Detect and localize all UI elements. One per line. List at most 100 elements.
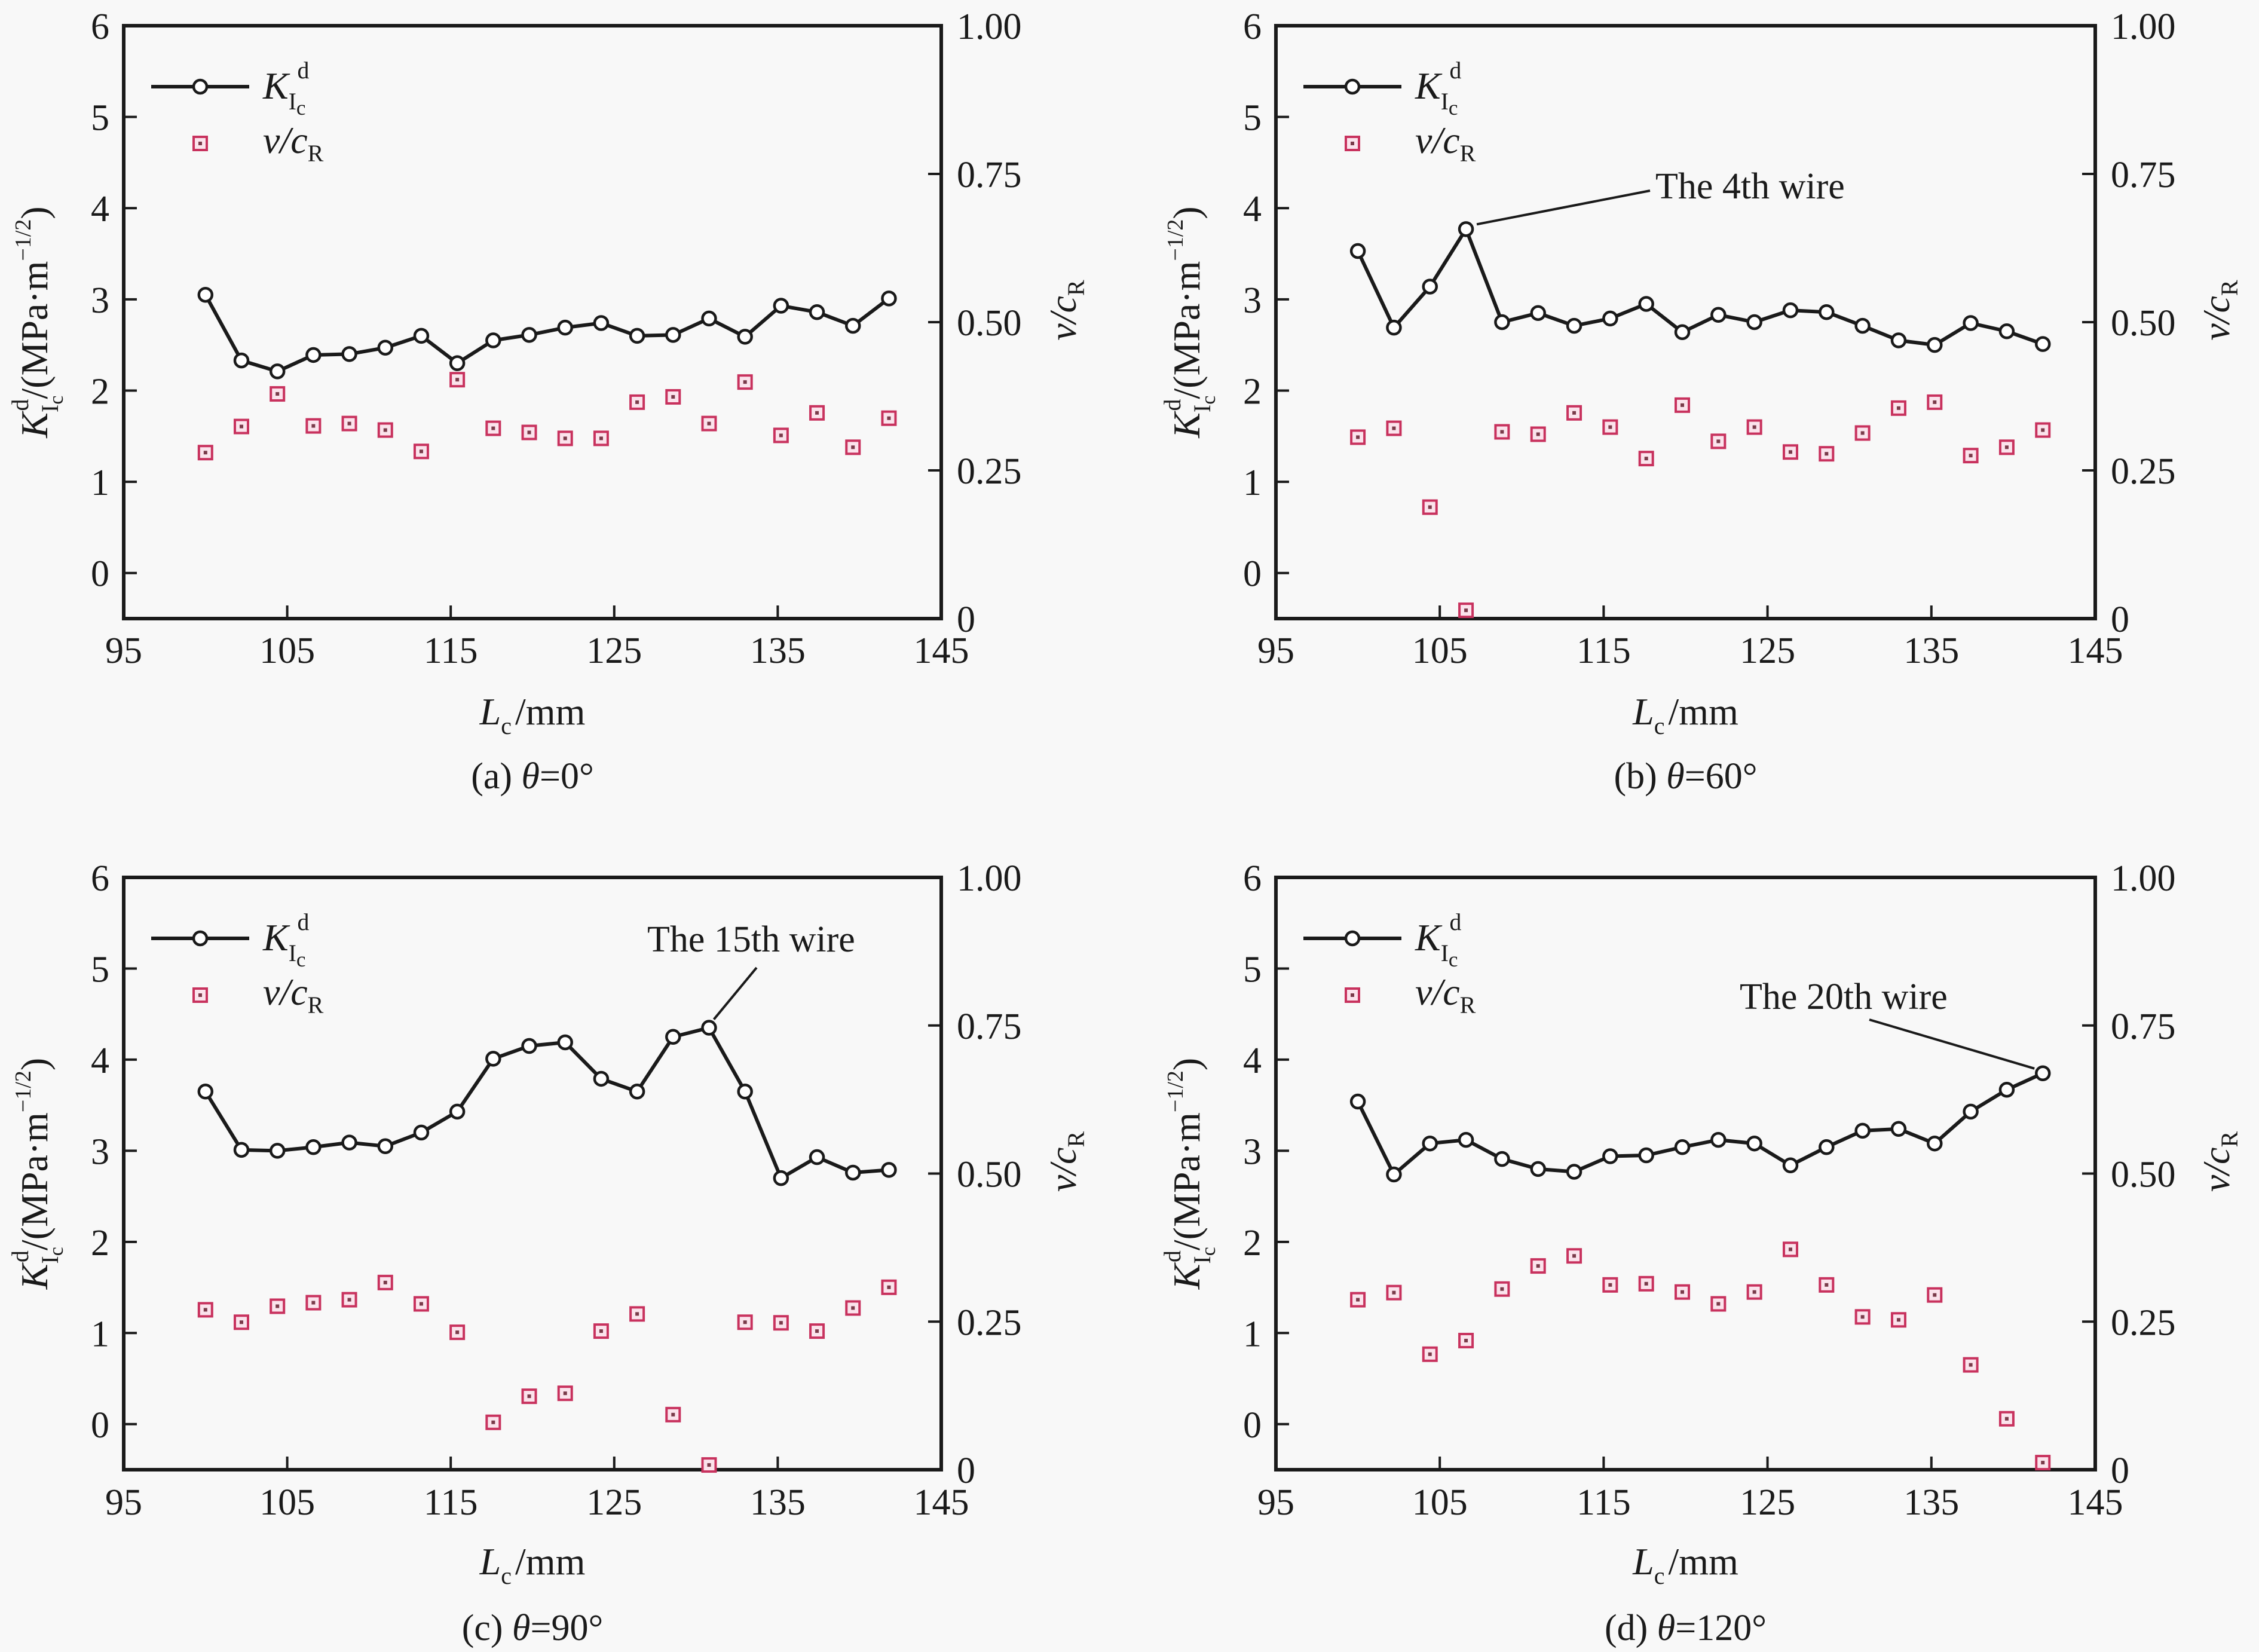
v-series-point-dot	[2041, 1461, 2045, 1465]
right-y-axis-title: v/cR	[1042, 1131, 1089, 1192]
k-series-point	[1782, 302, 1799, 319]
legend-label-v: v/cR	[263, 971, 324, 1018]
v-series-point-dot	[671, 394, 675, 399]
x-axis-title: Lc/mm	[479, 690, 586, 739]
v-series-point-dot	[1681, 403, 1685, 407]
panel-caption: (a) θ=0°	[471, 756, 594, 797]
left-y-axis-title-text: KIcd/(MPa·m−1/2)	[1159, 206, 1220, 439]
v-series-point-dot	[455, 1330, 460, 1335]
x-tick-label: 115	[1577, 1482, 1631, 1523]
v-series-point-dot	[635, 1312, 639, 1316]
right-y-tick-label: 0	[957, 1451, 975, 1491]
v-series-point-dot	[1681, 1290, 1685, 1294]
v-series-point-dot	[1644, 1281, 1648, 1286]
v-series-point-dot	[1860, 1315, 1865, 1319]
k-series-point	[1386, 319, 1402, 336]
v-series-point-dot	[311, 424, 316, 428]
right-y-tick-label: 0.75	[957, 155, 1022, 195]
k-series-point	[1386, 1166, 1402, 1183]
k-series-point	[593, 315, 610, 331]
x-tick-label: 105	[259, 631, 315, 671]
x-tick-label: 95	[105, 631, 142, 671]
v-series-point-dot	[276, 1304, 280, 1308]
left-y-tick-label: 6	[91, 7, 109, 47]
k-series-point	[1963, 1103, 1979, 1120]
v-series-point-dot	[599, 436, 603, 440]
left-y-tick-label: 5	[1243, 949, 1262, 990]
legend-label-v: v/cR	[1415, 971, 1476, 1018]
k-series-point	[341, 1134, 357, 1151]
v-series-point-dot	[743, 1320, 747, 1324]
k-series-point	[1746, 1135, 1762, 1152]
x-tick-label: 125	[586, 631, 642, 671]
x-axis-title: Lc/mm	[1632, 1540, 1738, 1589]
v-series-point-dot	[203, 1308, 207, 1312]
legend-label-v: v/cR	[263, 119, 324, 167]
v-series-point-dot	[527, 1394, 531, 1399]
v-series-point-dot	[1572, 1254, 1577, 1258]
k-series-point	[197, 1084, 214, 1100]
v-series-point-dot	[491, 426, 495, 430]
legend-label-k: KIcd	[1415, 909, 1461, 971]
left-y-tick-label: 5	[91, 949, 109, 990]
k-series-point	[773, 298, 789, 314]
v-series-point-dot	[1752, 1290, 1756, 1294]
k-series-point	[413, 328, 430, 344]
legend-item-v: v/cR	[1345, 971, 1476, 1018]
v-series-point-dot	[743, 380, 747, 384]
k-series-point	[881, 1162, 897, 1178]
right-y-tick-label: 0.50	[957, 303, 1022, 344]
left-y-axis-title-text: KIcd/(MPa·m−1/2)	[1159, 1058, 1220, 1290]
annotation-leader-line	[1869, 1018, 2035, 1070]
v-series-point-dot	[1608, 425, 1612, 429]
left-y-tick-label: 3	[91, 1131, 109, 1172]
v-series-point-dot	[707, 1463, 711, 1467]
k-series-point	[1819, 304, 1835, 320]
k-series-point	[485, 332, 501, 348]
v-series-point-dot	[491, 1420, 495, 1424]
x-tick-label: 145	[914, 1482, 969, 1523]
panel-caption: (c) θ=90°	[462, 1608, 604, 1648]
left-y-tick-label: 1	[91, 463, 109, 503]
x-axis-title: Lc/mm	[1632, 690, 1738, 739]
x-tick-label: 95	[105, 1482, 142, 1523]
v-series-point-dot	[1392, 1290, 1396, 1295]
legend-circle-marker-icon	[1344, 78, 1361, 95]
k-series-point	[1674, 324, 1691, 341]
right-y-tick-label: 0.75	[957, 1007, 1022, 1047]
k-series-point	[1927, 1135, 1943, 1152]
v-series-point-dot	[779, 1321, 783, 1325]
k-series-point	[557, 1034, 573, 1051]
v-series-point-dot	[527, 430, 531, 435]
k-series-point	[737, 329, 753, 345]
v-series-point-dot	[815, 1329, 819, 1333]
k-series-point	[521, 1038, 537, 1054]
right-y-tick-label: 1.00	[957, 7, 1022, 47]
v-series-point-dot	[671, 1412, 675, 1417]
v-series-point-dot	[1536, 432, 1540, 436]
x-tick-label: 135	[1903, 1482, 1959, 1523]
x-tick-label: 115	[424, 631, 478, 671]
k-series-point	[881, 290, 897, 307]
v-series-point-dot	[239, 1320, 243, 1324]
k-series-point	[629, 1084, 645, 1100]
left-y-tick-label: 0	[1243, 554, 1262, 595]
k-series-point	[1422, 279, 1438, 295]
k-series-point	[1638, 1147, 1654, 1164]
left-y-axis-title: KIcd/(MPa·m−1/2)	[7, 206, 68, 439]
k-series-point	[1927, 336, 1943, 353]
k-series-point	[845, 317, 861, 334]
left-y-axis-title-text: KIcd/(MPa·m−1/2)	[7, 1058, 68, 1290]
k-series-point	[1819, 1139, 1835, 1155]
v-series-point-dot	[1572, 411, 1577, 415]
v-series-point-dot	[1969, 454, 1973, 458]
k-series-point	[809, 1149, 825, 1165]
k-series-point	[269, 1143, 286, 1159]
k-series-point	[2035, 336, 2051, 352]
left-y-tick-label: 4	[91, 189, 109, 230]
k-series-point	[1602, 310, 1618, 327]
left-y-tick-label: 4	[91, 1041, 109, 1081]
v-series-point-dot	[779, 433, 783, 438]
k-series-point	[1854, 1122, 1871, 1139]
k-series-point	[413, 1124, 430, 1141]
